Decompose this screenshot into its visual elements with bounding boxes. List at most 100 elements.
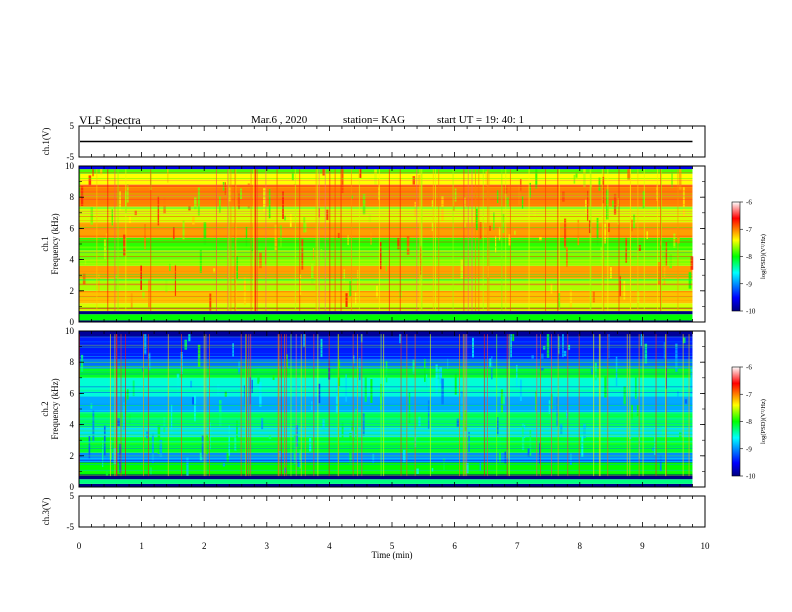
spike-51	[509, 169, 511, 312]
spike-36	[253, 169, 255, 312]
y-tick-label: 10	[65, 326, 75, 336]
spectral-streak-70	[213, 268, 216, 273]
spectral-streak-49	[172, 226, 175, 240]
spectral-line-24	[79, 172, 693, 174]
spectral-streak-209	[479, 222, 482, 240]
spectral-streak-228	[516, 364, 518, 387]
spectral-streak-13	[103, 239, 107, 260]
spectral-streak-146	[358, 169, 362, 178]
spectral-streak-44	[163, 197, 166, 214]
colorbar-tick-label: -7	[746, 391, 752, 399]
spectral-streak-107	[284, 215, 286, 221]
voltage-axis-label-3: ch.3(V)	[41, 498, 51, 526]
y-tick-label: 8	[70, 192, 75, 202]
spectral-streak-1	[80, 186, 84, 206]
spike-66	[109, 334, 111, 477]
spectral-line-39	[79, 206, 693, 208]
spectral-streak-177	[418, 175, 421, 185]
frequency-band-12	[79, 173, 693, 185]
frequency-band-0	[79, 483, 693, 487]
frequency-axis-label-2: Frequency (kHz)	[50, 378, 60, 439]
spike-48	[300, 334, 302, 477]
spectral-streak-160	[385, 260, 387, 272]
spike-16	[638, 334, 640, 477]
spike-60	[414, 334, 416, 477]
x-tick-label: 7	[515, 541, 520, 551]
spectral-streak-72	[217, 384, 220, 396]
spectral-streak-189	[441, 378, 444, 405]
spike-9	[280, 334, 282, 477]
spectral-streak-87	[245, 226, 248, 247]
y-tick-label: 10	[65, 161, 75, 171]
spectral-streak-285	[625, 238, 628, 263]
spike-56	[545, 169, 547, 312]
spectral-streak-237	[533, 208, 536, 218]
spike-11	[598, 334, 600, 477]
spectral-line-22	[79, 460, 693, 461]
spectral-streak-146	[358, 357, 361, 381]
frequency-band-3	[79, 462, 693, 475]
spectral-streak-230	[519, 379, 522, 402]
spectral-streak-6	[90, 403, 93, 409]
spectral-line-2	[79, 246, 693, 247]
spike-64	[203, 334, 205, 477]
spectral-streak-138	[343, 269, 345, 282]
spectral-streak-58	[190, 380, 193, 388]
spectral-line-37	[79, 412, 693, 414]
spectral-line-31	[79, 273, 693, 275]
spike-61	[240, 334, 242, 477]
spectral-streak-94	[259, 381, 262, 407]
spectral-streak-254	[565, 410, 569, 419]
spectral-streak-240	[539, 236, 542, 241]
spike-25	[462, 334, 464, 477]
spectral-streak-54	[182, 220, 185, 240]
spectral-streak-199	[460, 259, 464, 282]
spectral-streak-108	[286, 354, 288, 376]
spectral-streak-82	[236, 420, 238, 451]
spectral-streak-93	[257, 368, 260, 384]
spectral-streak-116	[301, 238, 304, 270]
x-axis-label: Time (min)	[372, 550, 413, 560]
spectral-streak-319	[690, 368, 693, 395]
spectral-streak-78	[228, 425, 230, 457]
spectral-line-47	[79, 433, 693, 435]
spectral-line-25	[79, 191, 693, 193]
spectral-streak-17	[111, 209, 113, 226]
spectral-line-56	[79, 475, 693, 476]
spectral-streak-112	[293, 434, 296, 464]
spectral-streak-232	[523, 424, 526, 439]
spectral-line-51	[79, 271, 693, 273]
spectral-streak-36	[148, 279, 151, 308]
spectral-line-34	[79, 367, 693, 368]
spectral-streak-12	[102, 440, 104, 467]
colorbar-tick-label: -10	[746, 473, 756, 481]
spectral-streak-188	[439, 367, 443, 384]
spectral-streak-258	[573, 174, 576, 184]
spectral-streak-288	[631, 219, 633, 232]
spectral-streak-286	[627, 169, 630, 180]
spectral-streak-176	[416, 468, 419, 474]
spectral-streak-25	[126, 389, 129, 400]
spectral-streak-63	[199, 249, 202, 274]
frequency-axis-label-1: Frequency (kHz)	[50, 213, 60, 274]
spectral-line-59	[79, 349, 693, 351]
spectral-streak-219	[498, 437, 501, 464]
spike-28	[643, 169, 645, 312]
spectral-streak-196	[454, 373, 457, 395]
spectral-line-50	[79, 307, 693, 309]
spectral-line-31	[79, 441, 693, 443]
spectral-streak-222	[504, 451, 506, 464]
spectral-streak-238	[535, 391, 537, 412]
spectral-streak-278	[611, 200, 615, 207]
spectral-streak-306	[665, 242, 668, 266]
spectral-streak-252	[562, 334, 564, 358]
spectral-streak-221	[502, 393, 505, 406]
spike-62	[506, 334, 508, 477]
spectral-streak-81	[234, 437, 237, 451]
spike-21	[400, 334, 402, 477]
spectral-streak-300	[654, 426, 656, 455]
panel-label-1: ch.1	[40, 236, 50, 251]
spectral-streak-25	[126, 184, 129, 203]
colorbar-2	[731, 366, 741, 477]
spectral-streak-115	[299, 449, 301, 469]
